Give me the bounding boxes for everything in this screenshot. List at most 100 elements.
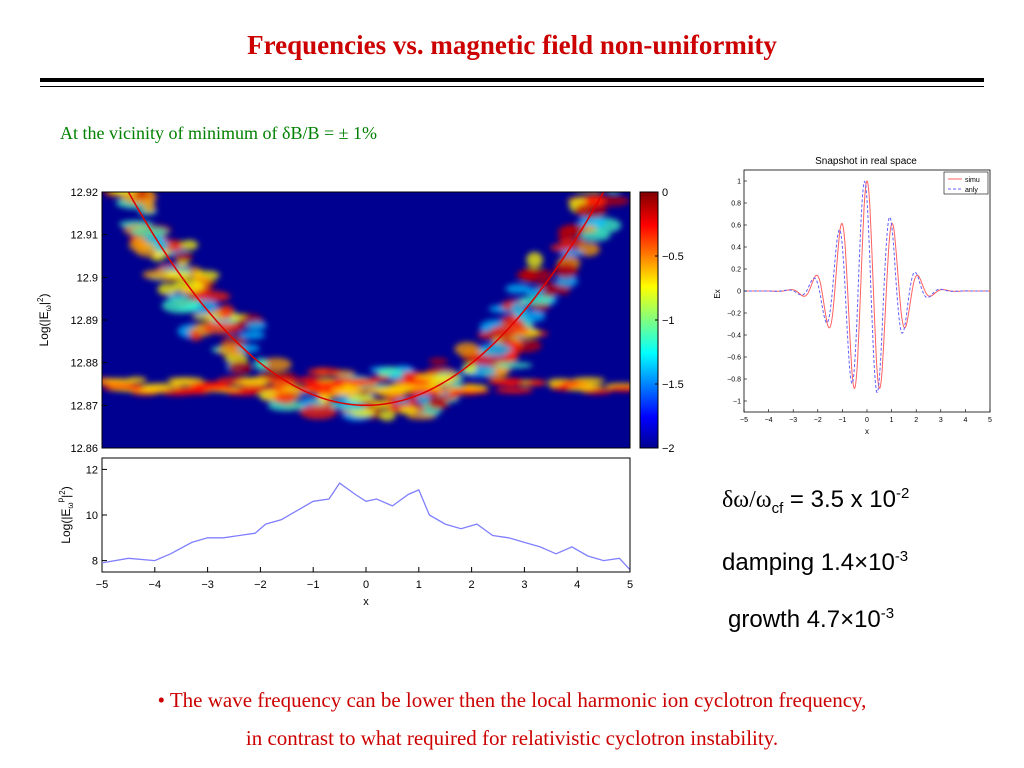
line-plot-ylabel: Log(|Eωp|2) (56, 486, 75, 543)
heatmap-blob (579, 230, 611, 242)
heatmap-blob (133, 235, 146, 246)
heatmap-blob (388, 383, 419, 390)
heatmap-blob (462, 363, 478, 374)
snapshot-ytick-label: −0.6 (727, 355, 741, 362)
heatmap-blob (297, 376, 323, 383)
snapshot-xtick-label: 4 (963, 417, 967, 424)
heatmap-blob (161, 389, 194, 396)
snapshot-xtick-label: 3 (939, 417, 943, 424)
heatmap-intensity (102, 170, 633, 422)
heatmap-blob (129, 178, 163, 186)
slide-title: Frequencies vs. magnetic field non-unifo… (247, 30, 777, 60)
heatmap-blob (165, 270, 192, 280)
snapshot-xtick-label: 1 (890, 417, 894, 424)
heatmap-blob (142, 201, 156, 214)
heatmap-blob (454, 342, 481, 357)
heatmap-blob (526, 251, 543, 268)
heatmap-blob (130, 226, 169, 237)
heatmap-blob (504, 351, 519, 363)
heatmap-blob (612, 170, 633, 175)
heatmap-blob (135, 192, 149, 198)
heatmap-blob (598, 170, 613, 179)
heatmap-blob (571, 377, 606, 384)
heatmap-ytick-label: 12.86 (70, 443, 98, 455)
growth-stat: growth 4.7×10-3 (728, 605, 895, 633)
snapshot-ytick-label: −1 (733, 399, 741, 406)
heatmap-blob (141, 383, 181, 390)
heatmap-blob (496, 379, 523, 386)
line-plot-xtick-label: −4 (149, 579, 162, 591)
heatmap-blob (202, 322, 243, 335)
heatmap-blob (578, 215, 607, 230)
snapshot-ytick-label: 0.4 (731, 245, 741, 252)
line-plot-ytick-label: 12 (86, 464, 98, 476)
heatmap-blob (330, 387, 366, 394)
snapshot-xtick-label: 2 (914, 417, 918, 424)
snapshot-xtick-label: −4 (765, 417, 773, 424)
heatmap-blob (379, 410, 396, 421)
snapshot-xtick-label: −1 (838, 417, 846, 424)
heatmap-blob (505, 283, 531, 294)
heatmap-blob (469, 353, 494, 368)
colorbar-tick-label: −1 (662, 315, 675, 327)
heatmap-blob (245, 321, 267, 331)
line-plot-xtick-label: 2 (469, 579, 475, 591)
heatmap-blob (494, 387, 534, 394)
bullet-line-1: • The wave frequency can be lower then t… (157, 688, 867, 712)
heatmap-blob (105, 183, 117, 189)
heatmap-ytick-label: 12.88 (70, 358, 98, 370)
heatmap-blob (189, 330, 203, 342)
colorbar-tick-label: −1.5 (662, 379, 684, 391)
line-plot-xtick-label: −3 (201, 579, 214, 591)
heatmap-blob (102, 378, 137, 385)
heatmap-ytick-label: 12.91 (70, 230, 98, 242)
heatmap-blob (403, 379, 432, 386)
title-rule-thick (40, 78, 984, 82)
heatmap-blob (225, 389, 261, 396)
heatmap-blob (526, 379, 547, 386)
heatmap-blob (219, 304, 235, 319)
snapshot-title: Snapshot in real space (815, 156, 917, 167)
snapshot-xtick-label: 5 (988, 417, 992, 424)
heatmap-blob (273, 392, 296, 404)
line-plot-xtick-label: 0 (363, 579, 369, 591)
heatmap-blob (228, 360, 252, 375)
snapshot-ticks: −5 −4 −3 −2 −1 0 1 2 3 4 5 1 0.8 0.6 0.4 0.2 0 −0.2 −0.4 −0… (727, 179, 992, 425)
heatmap-blob (555, 275, 579, 287)
heatmap-blob (157, 283, 178, 296)
snapshot-figure: Snapshot in real space −5 −4 −3 −2 −1 0 1 2 3 4 5 1… (708, 150, 1000, 440)
heatmap-blob (608, 385, 630, 392)
snapshot-ytick-label: −0.8 (727, 377, 741, 384)
heatmap-blob (515, 310, 546, 323)
heatmap-ylabel: Log(|Eω|2) (36, 294, 53, 347)
heatmap-blob (520, 295, 554, 305)
title-rule-thin (40, 86, 984, 87)
damping-stat: damping 1.4×10-3 (722, 548, 909, 576)
heatmap-blob (587, 183, 619, 189)
heatmap-blob (428, 357, 448, 365)
heatmap-blob (406, 413, 436, 420)
line-plot-ytick-label: 8 (92, 556, 98, 568)
heatmap-blob (173, 251, 193, 262)
heatmap-blob (239, 331, 266, 340)
heatmap-blob (111, 179, 133, 187)
heatmap-blob (336, 402, 367, 411)
heatmap-blob (416, 393, 433, 404)
heatmap-ytick-label: 12.92 (70, 187, 98, 199)
heatmap-blob (387, 373, 405, 381)
heatmap-blob (428, 394, 447, 410)
heatmap-blob (560, 380, 582, 387)
snapshot-ytick-label: −0.4 (727, 333, 741, 340)
heatmap-blob (120, 383, 145, 390)
heatmap-blob (582, 170, 617, 176)
heatmap-blob (108, 182, 147, 191)
heatmap-blob (574, 179, 612, 187)
heatmap-blob (398, 406, 419, 415)
line-plot-ytick-label: 10 (86, 510, 98, 522)
heatmap-blob (365, 387, 405, 394)
line-plot-xtick-label: 3 (521, 579, 527, 591)
heatmap-blob (118, 192, 125, 193)
colorbar-ticks: 0 −0.5 −1 −1.5 −2 (655, 187, 684, 455)
field-plot-figure: 12.92 12.91 12.9 12.89 12.88 12.87 12.86 Log(|… (36, 170, 684, 608)
heatmap-blob (557, 225, 580, 238)
